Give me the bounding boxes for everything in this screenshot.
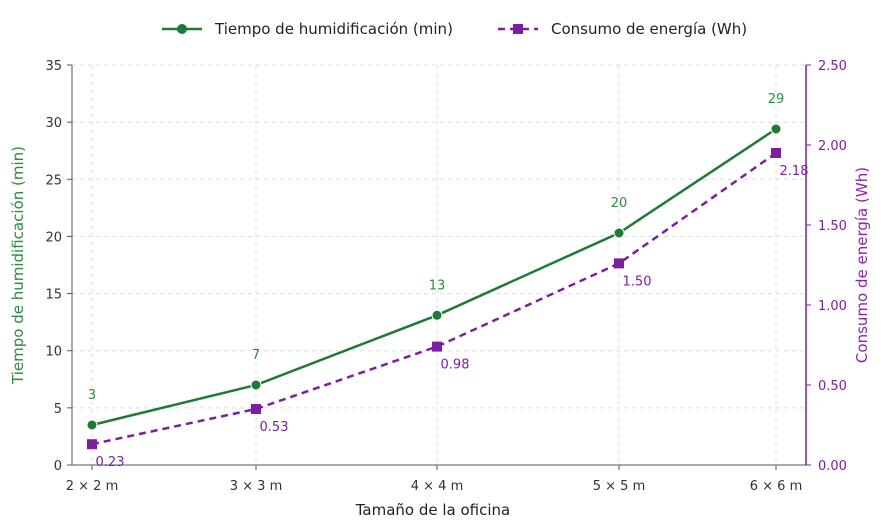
point-humidification [431, 309, 443, 321]
grid [72, 64, 806, 465]
axes: 0 5 10 15 20 25 30 35 0.00 0.50 1.00 1.50 2.00 2.50 2 … [45, 59, 847, 494]
y-left-tick-label: 35 [45, 59, 62, 74]
data-label-humidification: 29 [768, 92, 785, 107]
data-label-energy: 0.98 [441, 358, 470, 373]
y-left-tick-label: 5 [54, 402, 62, 417]
legend-label-energy: Consumo de energía (Wh) [551, 20, 747, 38]
x-tick-label: 6 × 6 m [750, 479, 803, 494]
point-energy [87, 439, 97, 450]
x-tick-label: 3 × 3 m [230, 479, 283, 494]
data-label-humidification: 13 [429, 278, 446, 293]
y-right-tick-label: 1.00 [818, 299, 847, 314]
point-energy [771, 148, 781, 158]
series-line-energy [91, 151, 777, 446]
data-label-energy: 2.18 [780, 164, 809, 179]
series-layer [86, 123, 782, 450]
point-humidification [86, 419, 98, 431]
y-left-tick-label: 20 [45, 230, 62, 245]
x-tick-label: 5 × 5 m [593, 479, 646, 494]
data-label-humidification: 3 [88, 388, 96, 403]
data-label-humidification: 20 [611, 196, 628, 211]
point-energy [614, 258, 624, 269]
point-energy [251, 404, 261, 414]
y-left-tick-label: 30 [45, 116, 62, 131]
point-humidification [770, 123, 782, 135]
y-right-tick-label: 2.00 [818, 139, 847, 154]
legend: Tiempo de humidificación (min) Consumo d… [162, 20, 747, 38]
data-label-energy: 1.50 [623, 274, 652, 289]
point-humidification [250, 379, 262, 391]
data-label-humidification: 7 [252, 348, 260, 363]
y-axis-left-title: Tiempo de humidificación (min) [9, 146, 27, 385]
data-label-energy: 0.23 [96, 455, 125, 470]
point-humidification [613, 227, 625, 239]
legend-marker-humidification [177, 24, 187, 34]
x-axis-title: Tamaño de la oficina [355, 501, 511, 519]
y-right-tick-label: 1.50 [818, 219, 847, 234]
data-labels: 3 7 13 20 29 0.23 0.53 0.98 1.50 2.18 [88, 92, 809, 470]
legend-label-humidification: Tiempo de humidificación (min) [214, 20, 453, 38]
legend-marker-energy [513, 24, 523, 34]
x-tick-label: 2 × 2 m [66, 479, 119, 494]
y-left-tick-label: 10 [45, 345, 62, 360]
data-label-energy: 0.53 [260, 420, 289, 435]
y-left-tick-label: 25 [45, 173, 62, 188]
y-right-tick-label: 0.00 [818, 459, 847, 474]
series-line-humidification [91, 127, 777, 427]
y-left-tick-label: 15 [45, 288, 62, 303]
y-left-tick-label: 0 [54, 459, 62, 474]
y-right-tick-label: 0.50 [818, 379, 847, 394]
y-axis-right-title: Consumo de energía (Wh) [853, 167, 871, 363]
y-right-tick-label: 2.50 [818, 59, 847, 74]
point-energy [432, 341, 442, 352]
x-tick-label: 4 × 4 m [411, 479, 464, 494]
